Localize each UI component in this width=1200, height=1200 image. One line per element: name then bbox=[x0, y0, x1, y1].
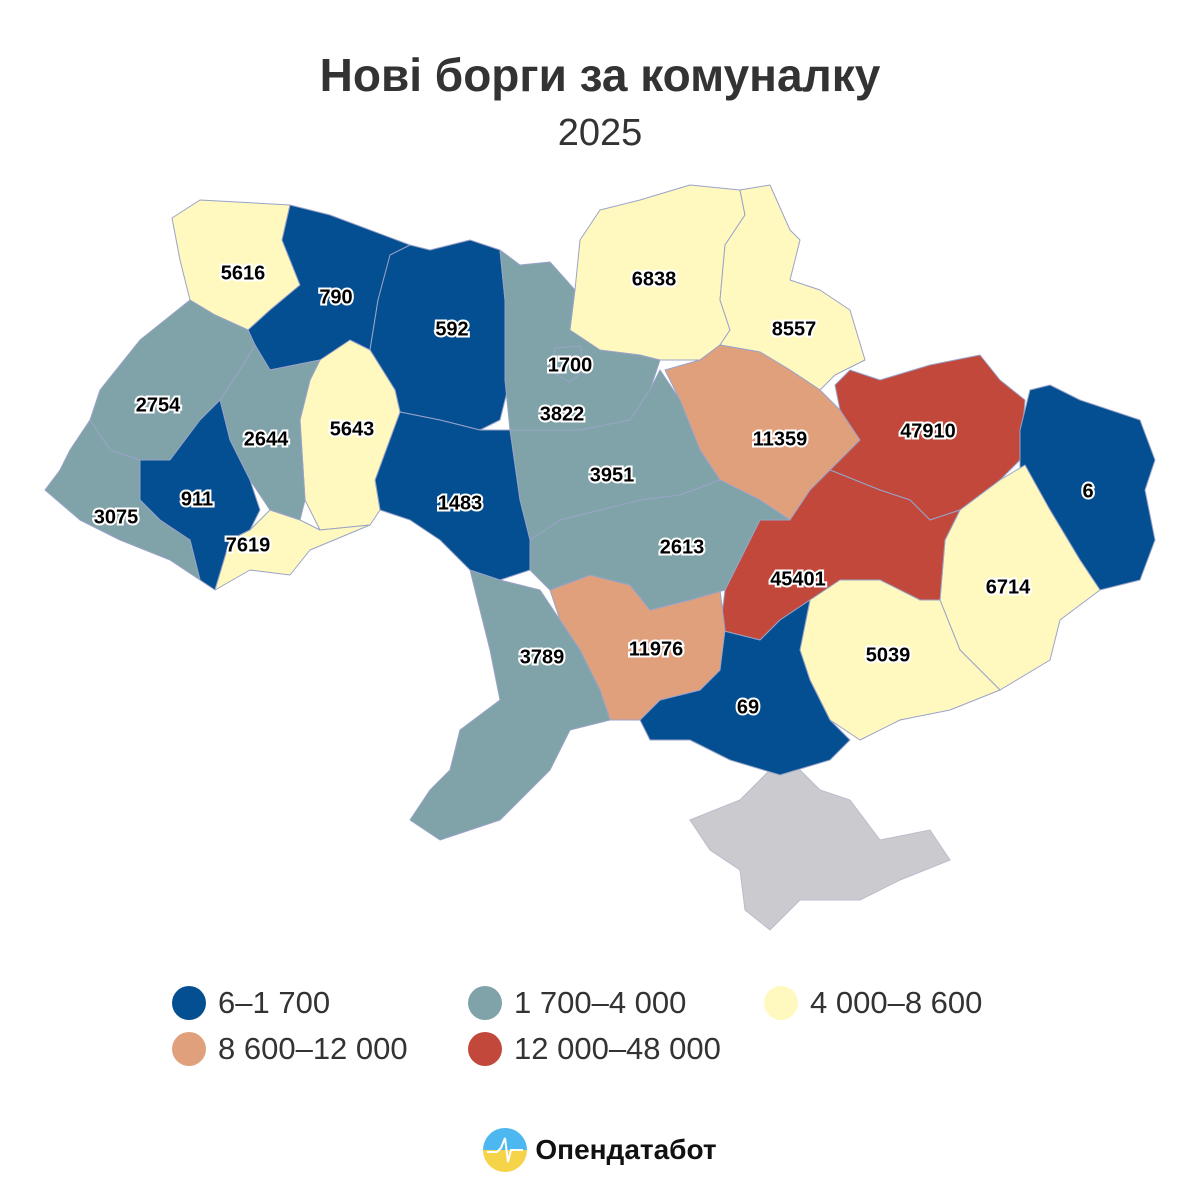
region-value-label: 5616 bbox=[221, 262, 266, 284]
legend-swatch bbox=[172, 986, 206, 1020]
legend-swatch bbox=[172, 1032, 206, 1066]
region-value-label: 11976 bbox=[629, 638, 684, 660]
region-shape bbox=[44, 419, 201, 581]
region-value-label: 3951 bbox=[590, 464, 635, 486]
region-shape bbox=[409, 569, 611, 841]
region-crimea bbox=[689, 769, 951, 931]
region-value-label: 1483 bbox=[438, 492, 483, 514]
legend-swatch bbox=[764, 986, 798, 1020]
brand-name: Опендатабот bbox=[535, 1134, 717, 1165]
region-value-label: 2644 bbox=[244, 428, 289, 450]
region-value-label: 911 bbox=[181, 488, 213, 510]
region-value-label: 5039 bbox=[866, 644, 911, 666]
region-value-label: 5643 bbox=[330, 418, 375, 440]
map-subtitle: 2025 bbox=[557, 112, 643, 154]
region-value-label: 790 bbox=[319, 286, 352, 308]
region-value-label: 6 bbox=[1082, 480, 1093, 502]
region-value-label: 3075 bbox=[94, 506, 139, 528]
opendatabot-logo-icon bbox=[483, 1128, 528, 1172]
legend-label: 4 000–8 600 bbox=[810, 985, 983, 1020]
region-value-label: 6714 bbox=[986, 576, 1031, 598]
legend-item-bin-2: 1 700–4 000 bbox=[468, 985, 686, 1021]
legend-label: 12 000–48 000 bbox=[514, 1031, 721, 1066]
map-title: Нові борги за комуналку bbox=[319, 49, 881, 101]
region-value-label: 3789 bbox=[520, 646, 565, 668]
region-value-label: 2613 bbox=[660, 536, 705, 558]
region-value-label: 6838 bbox=[632, 268, 677, 290]
region-shape bbox=[551, 345, 586, 383]
region-shape bbox=[499, 249, 661, 431]
legend-item-bin-5: 12 000–48 000 bbox=[468, 1031, 721, 1067]
legend-label: 6–1 700 bbox=[218, 985, 331, 1020]
legend-item-bin-3: 4 000–8 600 bbox=[764, 985, 982, 1021]
region-value-label: 8557 bbox=[772, 318, 817, 340]
legend-label: 1 700–4 000 bbox=[514, 985, 687, 1020]
region-value-label: 2754 bbox=[136, 394, 181, 416]
region-value-label: 3822 bbox=[540, 403, 585, 425]
region-value-label: 47910 bbox=[900, 420, 956, 442]
region-value-label: 69 bbox=[737, 696, 759, 718]
region-value-label: 592 bbox=[435, 318, 468, 340]
region-value-label: 45401 bbox=[770, 568, 826, 590]
region-value-label: 11359 bbox=[753, 428, 808, 450]
region-shape bbox=[374, 411, 531, 581]
region-shape bbox=[509, 369, 721, 541]
region-shape bbox=[719, 184, 866, 391]
legend-item-bin-4: 8 600–12 000 bbox=[172, 1031, 408, 1067]
legend-item-bin-1: 6–1 700 bbox=[172, 985, 330, 1021]
region-value-label: 7619 bbox=[226, 534, 271, 556]
region-shape bbox=[214, 509, 371, 591]
brand: Опендатабот bbox=[0, 1128, 1200, 1172]
legend-swatch bbox=[468, 1032, 502, 1066]
legend-swatch bbox=[468, 986, 502, 1020]
region-value-label: 1700 bbox=[548, 354, 593, 376]
legend-label: 8 600–12 000 bbox=[218, 1031, 408, 1066]
